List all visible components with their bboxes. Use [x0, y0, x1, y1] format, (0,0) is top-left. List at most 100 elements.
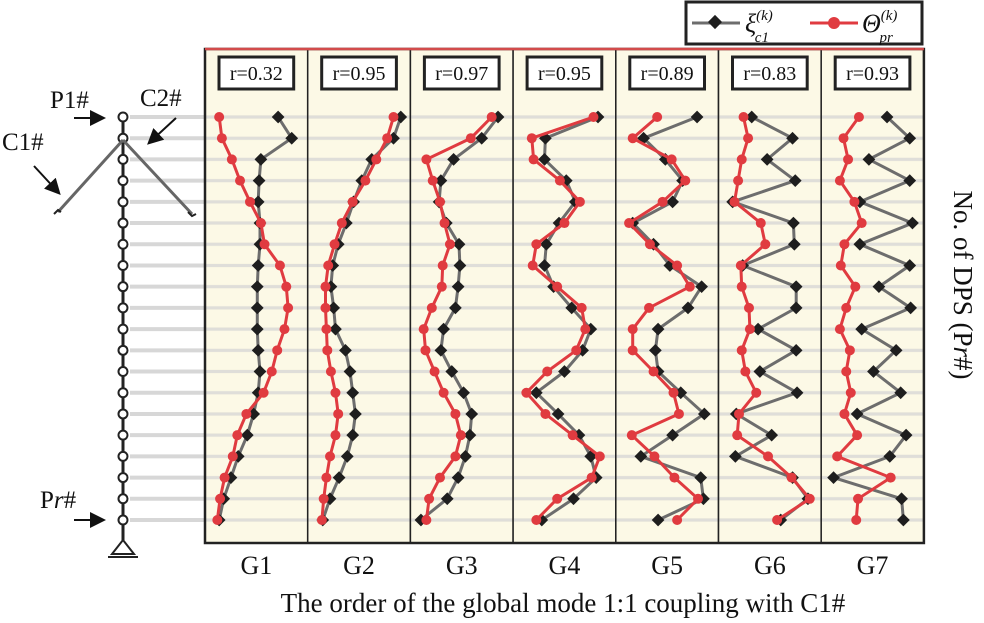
theta-point	[420, 345, 431, 356]
xi-point	[440, 492, 454, 506]
r-value-box	[731, 55, 809, 91]
theta-point	[571, 345, 582, 356]
tower-node	[117, 281, 129, 293]
theta-point	[743, 302, 754, 313]
cable-c2	[121, 138, 194, 216]
theta-point	[360, 175, 371, 186]
theta-point	[330, 387, 341, 398]
xi-point	[451, 280, 465, 294]
theta-point	[521, 387, 532, 398]
theta-point	[329, 239, 340, 250]
theta-point	[232, 430, 243, 441]
theta-point	[241, 408, 252, 419]
r-value-label: r=0.93	[846, 63, 899, 85]
theta-point	[849, 196, 860, 207]
r-value-label: r=0.95	[333, 63, 386, 85]
x-tick-label: G1	[240, 551, 272, 580]
theta-point	[729, 196, 740, 207]
theta-point	[586, 472, 597, 483]
theta-point	[772, 515, 783, 525]
xi-point	[240, 428, 254, 442]
theta-point	[627, 133, 638, 144]
theta-point	[450, 408, 461, 419]
panel-g4: r=0.95	[512, 48, 617, 544]
panel-background	[615, 49, 719, 543]
tower-node	[117, 175, 129, 187]
xi-point	[332, 471, 346, 484]
xi-point	[451, 471, 465, 484]
tower-node	[117, 302, 129, 314]
tower-node	[117, 323, 129, 335]
theta-point	[255, 218, 266, 229]
r-value-box	[833, 55, 912, 91]
panels: r=0.32 G1 r=0.95 G2 r=0.97 G3 r=0.95 G4 r=0.89 G5…	[203, 47, 926, 580]
theta-point	[219, 472, 230, 483]
r-value-box	[525, 55, 604, 91]
theta-point	[684, 281, 695, 292]
theta-point	[736, 281, 747, 292]
xi-series-line	[728, 115, 810, 522]
tower-node	[117, 472, 129, 484]
theta-point	[426, 302, 437, 313]
theta-point	[436, 281, 447, 292]
xi-point	[394, 110, 408, 124]
theta-point	[274, 260, 285, 271]
theta-point	[786, 472, 797, 483]
xi-point	[465, 407, 479, 421]
theta-point	[421, 154, 432, 165]
theta-point	[321, 472, 332, 483]
theta-point	[450, 451, 461, 462]
theta-point	[245, 196, 256, 207]
r-value-box	[628, 55, 706, 91]
theta-point	[455, 430, 466, 441]
theta-point	[885, 472, 896, 483]
legend-xi-marker	[707, 14, 723, 30]
theta-point	[281, 281, 292, 292]
x-tick-label: G3	[446, 551, 478, 580]
theta-point	[666, 154, 677, 165]
x-tick-label: G7	[857, 551, 889, 580]
theta-point	[333, 408, 344, 419]
theta-point	[323, 260, 334, 271]
theta-point	[429, 366, 440, 377]
c1-label: C1#	[2, 129, 44, 156]
theta-point	[732, 430, 743, 441]
tower-node	[117, 111, 129, 123]
xi-point	[463, 428, 477, 442]
theta-point	[838, 133, 849, 144]
theta-point	[320, 302, 331, 313]
theta-point	[733, 175, 744, 186]
theta-point	[736, 345, 747, 356]
tower-node	[117, 493, 129, 505]
tower-node	[117, 217, 129, 229]
theta-point	[438, 387, 449, 398]
tower-node	[117, 408, 129, 420]
r-value-box	[217, 55, 296, 91]
r-value-label: r=0.83	[743, 63, 796, 85]
theta-point	[216, 133, 227, 144]
xi-point	[251, 259, 265, 272]
p1-label: P1#	[50, 87, 89, 114]
xi-point	[449, 301, 462, 315]
theta-point	[418, 324, 429, 335]
xi-point	[271, 110, 285, 124]
theta-point	[649, 451, 660, 462]
theta-point	[371, 154, 382, 165]
tower-node	[117, 196, 129, 208]
theta-point	[835, 260, 846, 271]
theta-point	[316, 515, 327, 525]
theta-point	[844, 345, 855, 356]
theta-point	[424, 493, 435, 504]
xi-point	[475, 131, 489, 145]
theta-point	[672, 260, 683, 271]
theta-point	[486, 112, 497, 122]
legend-theta-marker	[828, 17, 840, 29]
theta-point	[283, 302, 294, 313]
theta-point	[272, 345, 283, 356]
tower-node	[117, 387, 129, 399]
x-tick-label: G5	[651, 551, 683, 580]
theta-point	[434, 196, 445, 207]
theta-point	[839, 239, 850, 250]
theta-point	[279, 324, 290, 335]
